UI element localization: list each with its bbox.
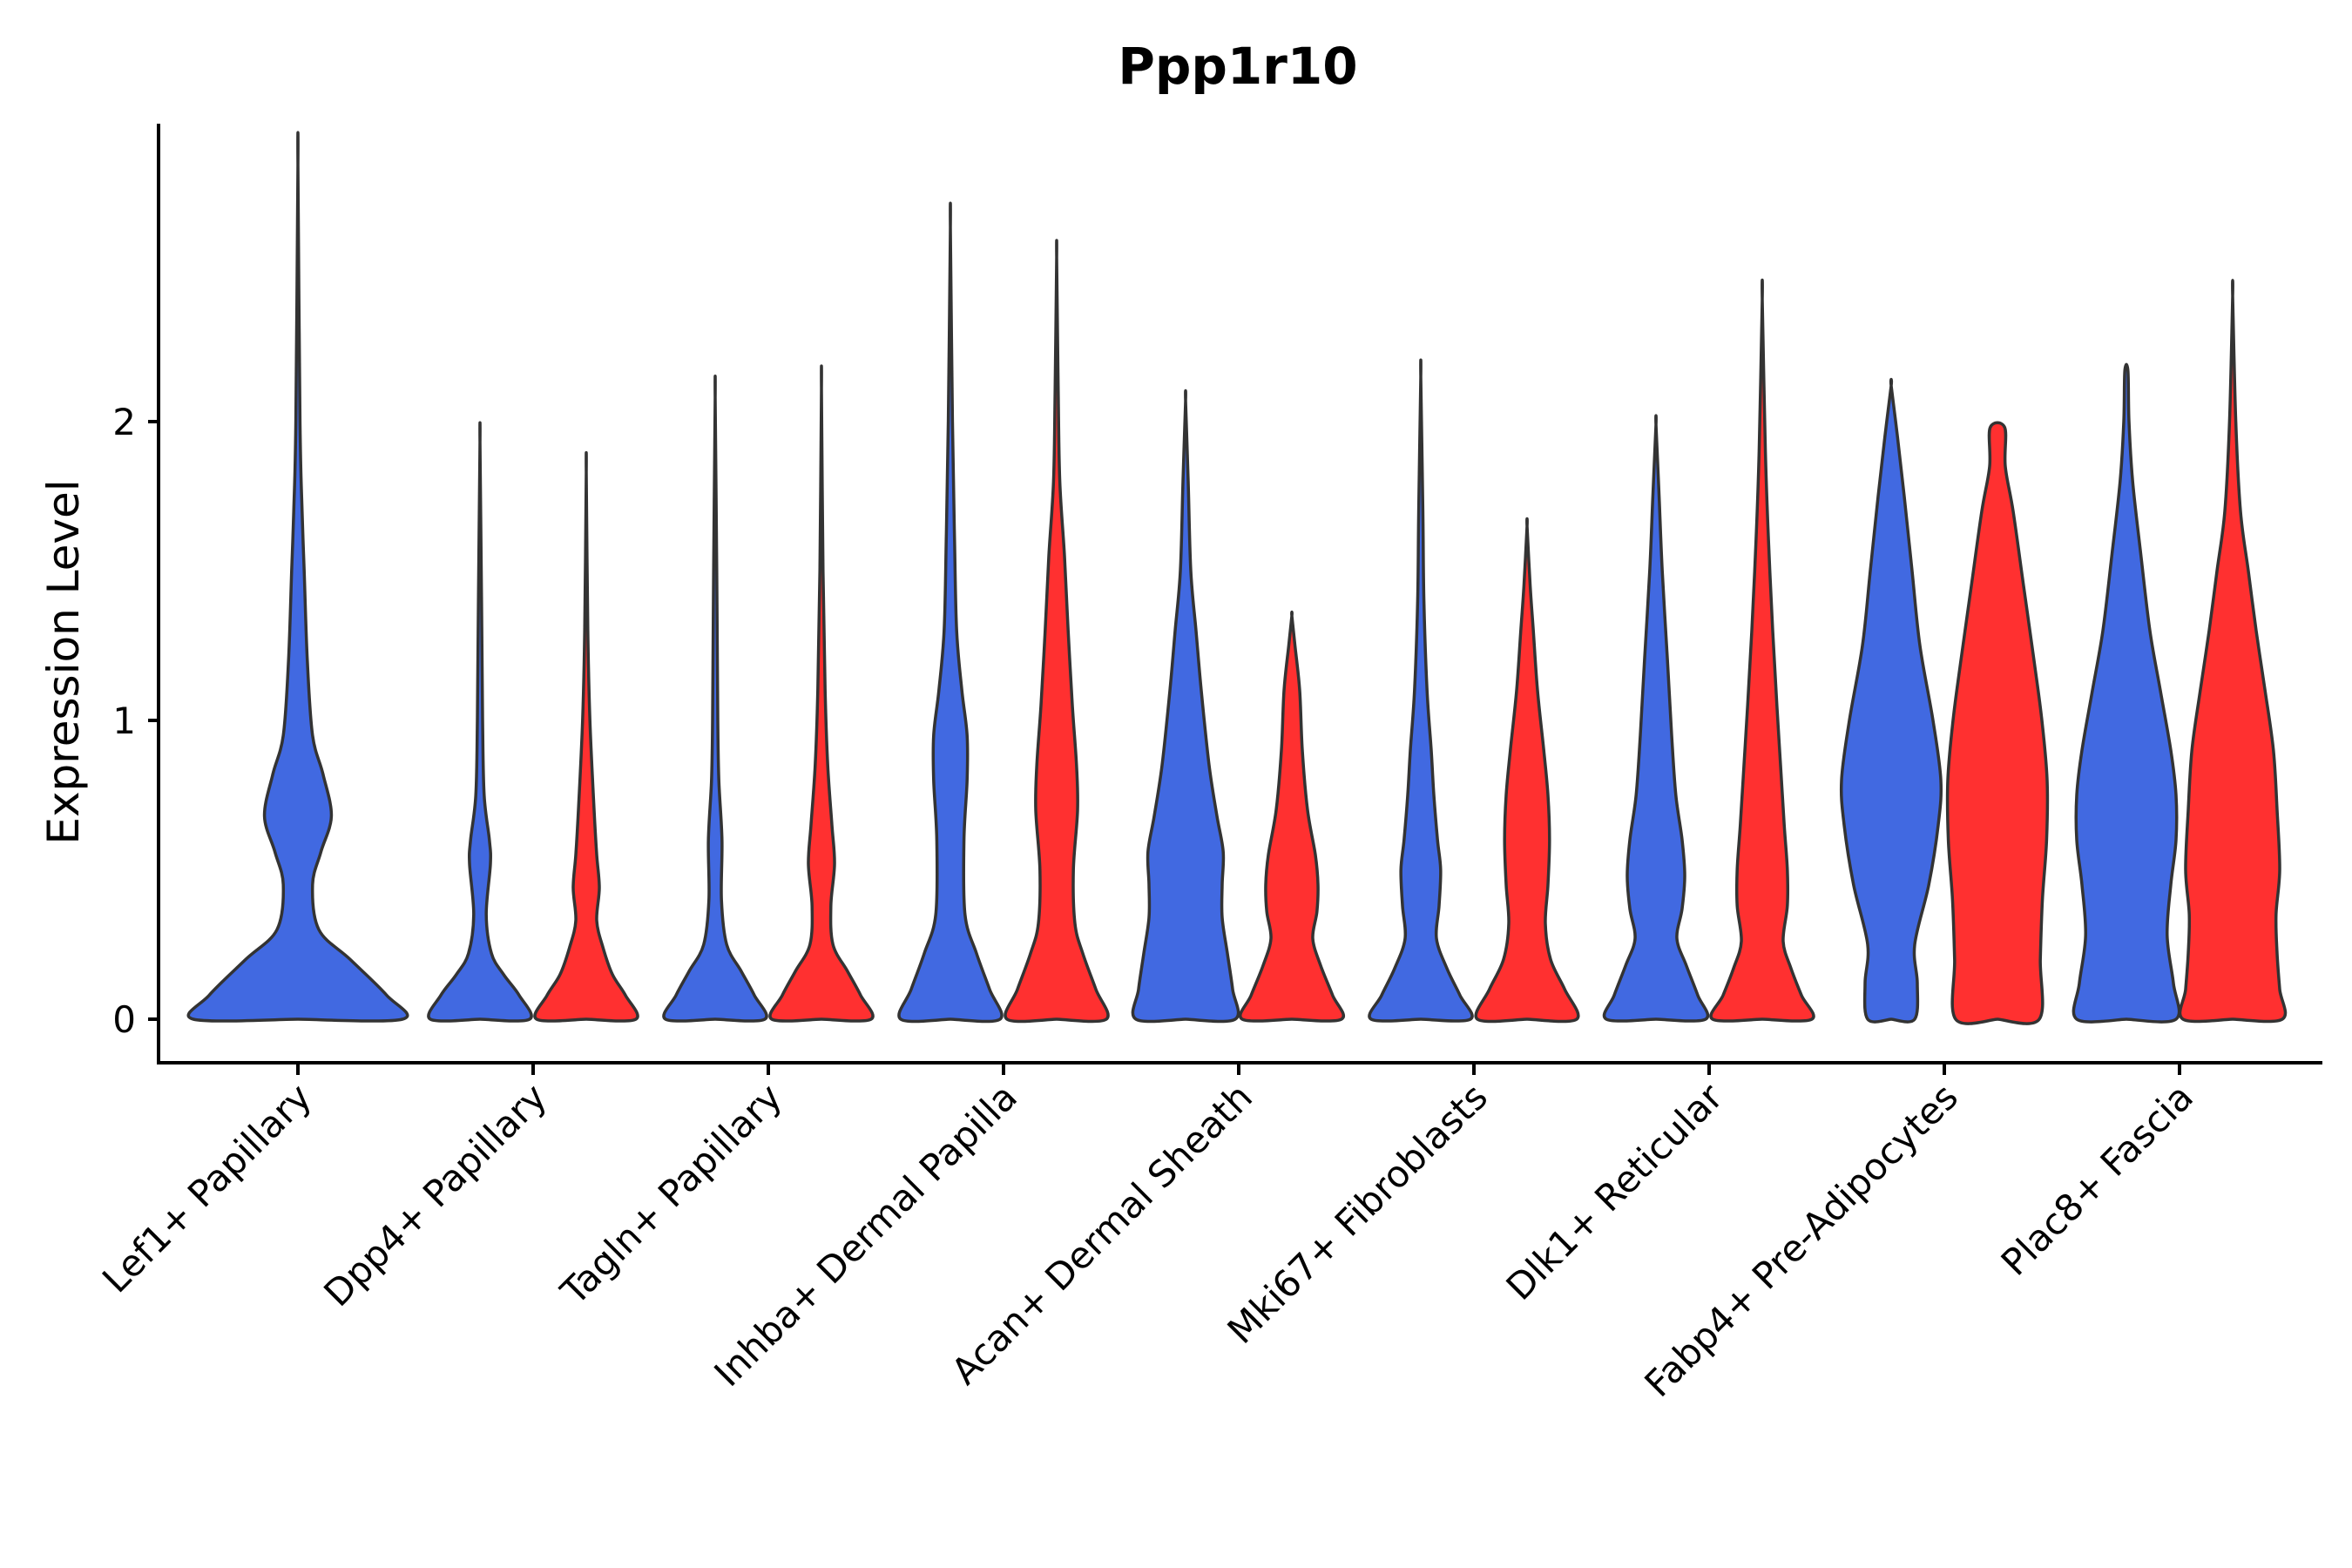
y-axis-label: Expression Level <box>38 479 89 844</box>
violin-blue-cat-6 <box>1602 414 1710 1023</box>
y-tick-label: 2 <box>112 401 136 443</box>
violin-blue-cat-1 <box>427 421 533 1023</box>
violin-red-cat-2 <box>768 364 875 1023</box>
violin-blue-cat-0 <box>186 131 409 1023</box>
violin-blue-cat-5 <box>1368 358 1474 1023</box>
violin-red-cat-3 <box>1004 239 1110 1024</box>
x-tick-label: Dlk1+ Reticular <box>1498 1075 1732 1308</box>
violin-red-cat-5 <box>1474 517 1580 1024</box>
violin-red-cat-7 <box>1945 421 2050 1025</box>
violin-blue-cat-7 <box>1839 377 1943 1024</box>
x-tick-label: Mki67+ Fibroblasts <box>1220 1075 1496 1351</box>
violin-blue-cat-2 <box>662 375 768 1023</box>
violin-red-cat-4 <box>1239 610 1345 1023</box>
chart-title: Ppp1r10 <box>1118 37 1357 96</box>
violin-red-cat-8 <box>2178 279 2288 1024</box>
violin-blue-cat-8 <box>2072 362 2181 1024</box>
x-tick-label: Dpp4+ Papillary <box>315 1075 555 1315</box>
x-tick-label: Lef1+ Papillary <box>94 1075 320 1301</box>
violin-blue-cat-4 <box>1131 389 1240 1024</box>
y-axis-ticks: 0 1 2 <box>112 401 159 1041</box>
violin-blue-cat-3 <box>897 201 1004 1024</box>
y-tick-label: 0 <box>112 998 136 1041</box>
x-tick-label: Plac8+ Fascia <box>1993 1075 2201 1283</box>
violin-red-cat-1 <box>533 450 639 1023</box>
y-tick-label: 1 <box>112 700 136 742</box>
x-tick-label: Tagln+ Papillary <box>552 1075 790 1313</box>
violin-red-cat-6 <box>1709 278 1815 1023</box>
violin-group <box>186 131 2288 1025</box>
